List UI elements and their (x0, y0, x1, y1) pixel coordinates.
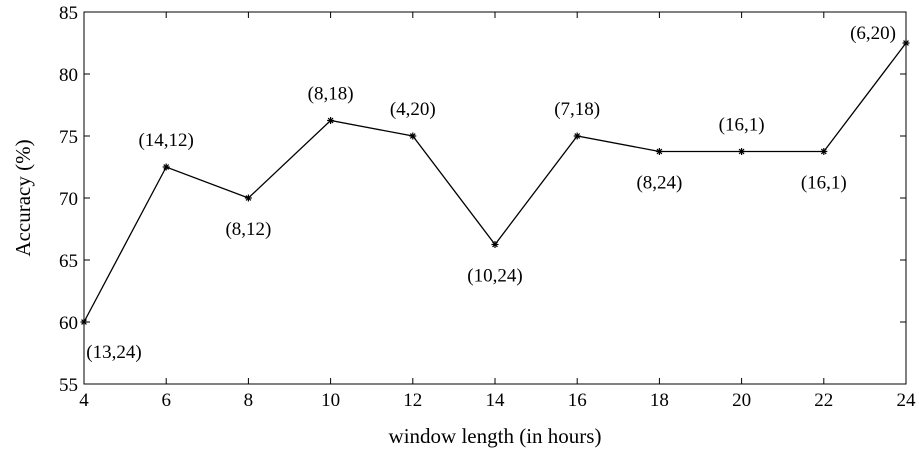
x-tick-label-8: 20 (732, 390, 751, 411)
data-point-10 (902, 39, 910, 47)
x-tick-label-6: 16 (568, 390, 587, 411)
x-tick-label-3: 10 (321, 390, 340, 411)
y-tick-label-3: 70 (59, 189, 78, 210)
y-tick-label-1: 60 (59, 313, 78, 334)
data-point-9 (820, 148, 828, 155)
y-tick-label-0: 55 (59, 375, 78, 396)
x-tick-label-4: 12 (403, 390, 422, 411)
x-tick-label-5: 14 (486, 390, 506, 411)
plot-area: 4 6 8 10 12 14 16 18 20 22 24 55 60 65 70 75 80 85 (13,24)… (59, 3, 916, 411)
point-label-7: (8,24) (636, 173, 682, 194)
plot-frame (83, 11, 907, 385)
x-tick-label-10: 24 (897, 390, 917, 411)
y-tick-label-5: 80 (59, 65, 78, 86)
data-point-7 (655, 148, 663, 155)
y-tick-label-6: 85 (59, 3, 78, 24)
data-point-3 (327, 117, 335, 124)
x-tick-label-2: 8 (244, 390, 254, 411)
data-point-5 (491, 241, 499, 248)
data-point-2 (244, 194, 252, 202)
data-point-8 (738, 148, 746, 155)
x-axis-label: window length (in hours) (389, 424, 602, 448)
y-tick-label-4: 75 (59, 127, 78, 148)
point-label-3: (8,18) (308, 84, 354, 105)
point-label-8: (16,1) (719, 115, 765, 136)
y-axis-label: Accuracy (%) (11, 139, 35, 256)
x-tick-label-7: 18 (650, 390, 669, 411)
data-point-4 (409, 132, 417, 140)
x-tick-label-1: 6 (161, 390, 171, 411)
data-point-1 (162, 163, 170, 171)
point-label-1: (14,12) (138, 130, 193, 151)
point-label-2: (8,12) (225, 219, 271, 240)
x-tick-label-0: 4 (79, 390, 89, 411)
x-tick-label-9: 22 (814, 390, 833, 411)
point-label-10: (6,20) (850, 23, 896, 44)
data-point-0 (80, 318, 88, 326)
point-label-9: (16,1) (801, 173, 847, 194)
point-label-6: (7,18) (554, 99, 600, 120)
point-label-5: (10,24) (467, 266, 522, 287)
y-tick-label-2: 65 (59, 251, 78, 272)
data-point-6 (573, 132, 581, 140)
point-label-0: (13,24) (86, 342, 141, 363)
point-label-4: (4,20) (390, 99, 436, 120)
